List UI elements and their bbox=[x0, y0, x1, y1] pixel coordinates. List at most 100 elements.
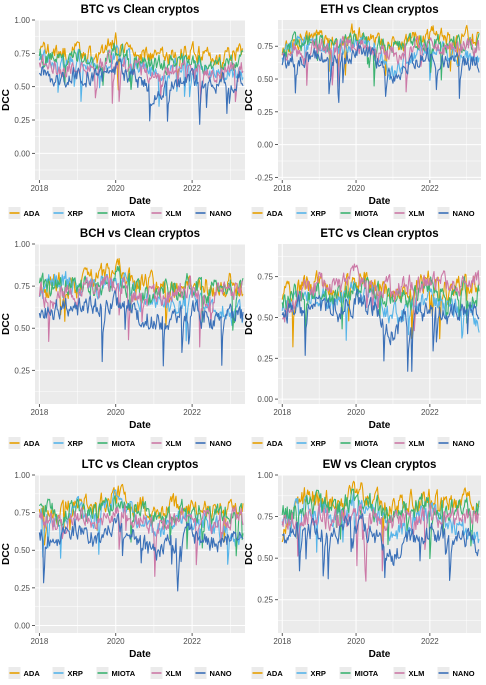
legend-label-xrp: XRP bbox=[311, 209, 326, 218]
y-tick-label: 1.00 bbox=[257, 471, 273, 480]
x-axis-label: Date bbox=[369, 649, 391, 660]
panel-background bbox=[278, 244, 481, 404]
legend-label-ada: ADA bbox=[267, 669, 284, 678]
legend: ADA XRP MIOTA XLM NANO bbox=[8, 667, 232, 679]
series-line-ada bbox=[281, 270, 480, 348]
legend: ADA XRP MIOTA XLM NANO bbox=[8, 207, 232, 219]
x-axis-label: Date bbox=[129, 649, 151, 660]
x-tick-label: 2022 bbox=[183, 408, 201, 417]
x-tick-label: 2022 bbox=[183, 637, 201, 646]
y-tick-label: 0.25 bbox=[257, 108, 273, 117]
series-line-xlm bbox=[281, 502, 480, 582]
series-line-ada bbox=[281, 480, 480, 543]
y-tick-label: 0.25 bbox=[14, 584, 30, 593]
y-tick-label: 0.50 bbox=[257, 75, 273, 84]
legend-label-ada: ADA bbox=[24, 209, 41, 218]
legend-label-nano: NANO bbox=[210, 439, 232, 448]
y-axis-label: DCC bbox=[244, 313, 255, 335]
legend-label-miota: MIOTA bbox=[355, 669, 379, 678]
y-tick-label: 1.00 bbox=[14, 240, 30, 249]
x-tick-label: 2022 bbox=[421, 637, 439, 646]
x-tick-label: 2020 bbox=[107, 408, 125, 417]
chart-title: LTC vs Clean cryptos bbox=[82, 459, 199, 471]
y-tick-label: 0.75 bbox=[14, 509, 30, 518]
series-line-ada bbox=[281, 23, 480, 77]
legend-label-ada: ADA bbox=[24, 439, 41, 448]
legend: ADA XRP MIOTA XLM NANO bbox=[251, 667, 475, 679]
x-axis-label: Date bbox=[369, 420, 391, 431]
series-line-nano bbox=[281, 43, 480, 104]
legend: ADA XRP MIOTA XLM NANO bbox=[251, 207, 475, 219]
legend: ADA XRP MIOTA XLM NANO bbox=[8, 437, 232, 449]
y-tick-label: 0.00 bbox=[14, 149, 30, 158]
y-tick-label: 0.50 bbox=[14, 546, 30, 555]
y-tick-label: 0.75 bbox=[14, 282, 30, 291]
legend-label-xlm: XLM bbox=[409, 669, 425, 678]
legend-label-miota: MIOTA bbox=[355, 439, 379, 448]
y-tick-label: 0.25 bbox=[257, 596, 273, 605]
x-axis-label: Date bbox=[369, 196, 391, 207]
series-line-ada bbox=[39, 32, 244, 91]
series-line-nano bbox=[281, 513, 480, 581]
series-line-xlm bbox=[38, 49, 244, 104]
y-tick-label: 0.50 bbox=[14, 83, 30, 92]
series-line-nano bbox=[38, 290, 244, 367]
x-tick-label: 2018 bbox=[273, 184, 291, 193]
panel-5: LTC vs Clean cryptos 0.00 0.25 0.50 0.75 1.00… bbox=[1, 459, 245, 679]
y-tick-label: 0.50 bbox=[257, 554, 273, 563]
y-tick-label: 0.75 bbox=[257, 273, 273, 282]
legend-label-xlm: XLM bbox=[409, 439, 425, 448]
panel-4: ETC vs Clean cryptos 0.00 0.25 0.50 0.75 2018… bbox=[244, 228, 481, 449]
series-line-xlm bbox=[38, 275, 244, 348]
series-line-miota bbox=[281, 488, 480, 560]
y-tick-label: 0.25 bbox=[14, 116, 30, 125]
legend-label-xrp: XRP bbox=[68, 439, 83, 448]
y-tick-label: 0.00 bbox=[257, 141, 273, 150]
legend-label-miota: MIOTA bbox=[112, 209, 136, 218]
x-tick-label: 2020 bbox=[347, 408, 365, 417]
series-line-miota bbox=[38, 495, 244, 557]
y-tick-label: 0.75 bbox=[14, 49, 30, 58]
panel-3: BCH vs Clean cryptos 0.25 0.50 0.75 1.00 2018… bbox=[1, 228, 245, 449]
y-tick-label: 0.00 bbox=[14, 621, 30, 630]
series-line-nano bbox=[38, 58, 244, 125]
legend: ADA XRP MIOTA XLM NANO bbox=[251, 437, 475, 449]
x-tick-label: 2018 bbox=[273, 637, 291, 646]
series-line-nano bbox=[38, 513, 244, 592]
series-line-xlm bbox=[281, 35, 480, 93]
y-axis-label: DCC bbox=[1, 89, 12, 111]
panel-background bbox=[35, 20, 245, 180]
x-tick-label: 2022 bbox=[183, 184, 201, 193]
chart-title: ETH vs Clean cryptos bbox=[320, 4, 438, 16]
chart-title: BCH vs Clean cryptos bbox=[80, 228, 200, 240]
x-tick-label: 2020 bbox=[347, 184, 365, 193]
legend-label-nano: NANO bbox=[453, 669, 475, 678]
panel-6: EW vs Clean cryptos 0.25 0.50 0.75 1.00 2018 2… bbox=[244, 459, 481, 679]
y-tick-label: 1.00 bbox=[14, 16, 30, 25]
legend-label-xlm: XLM bbox=[166, 209, 182, 218]
legend-label-nano: NANO bbox=[210, 669, 232, 678]
chart-title: EW vs Clean cryptos bbox=[323, 459, 437, 471]
legend-label-miota: MIOTA bbox=[112, 669, 136, 678]
legend-label-ada: ADA bbox=[24, 669, 41, 678]
legend-label-nano: NANO bbox=[210, 209, 232, 218]
x-tick-label: 2018 bbox=[30, 637, 48, 646]
y-tick-label: 0.75 bbox=[257, 513, 273, 522]
legend-label-xrp: XRP bbox=[68, 669, 83, 678]
legend-label-xrp: XRP bbox=[68, 209, 83, 218]
legend-label-ada: ADA bbox=[267, 439, 284, 448]
legend-label-nano: NANO bbox=[453, 209, 475, 218]
x-tick-label: 2018 bbox=[30, 408, 48, 417]
series-line-nano bbox=[281, 288, 480, 372]
legend-label-xlm: XLM bbox=[409, 209, 425, 218]
legend-label-xrp: XRP bbox=[311, 669, 326, 678]
x-axis-label: Date bbox=[129, 196, 151, 207]
x-tick-label: 2020 bbox=[347, 637, 365, 646]
legend-label-xlm: XLM bbox=[166, 669, 182, 678]
x-tick-label: 2022 bbox=[421, 184, 439, 193]
y-tick-label: 0.25 bbox=[257, 354, 273, 363]
series-line-xlm bbox=[38, 504, 244, 577]
y-axis-label: DCC bbox=[1, 543, 12, 565]
legend-label-miota: MIOTA bbox=[355, 209, 379, 218]
